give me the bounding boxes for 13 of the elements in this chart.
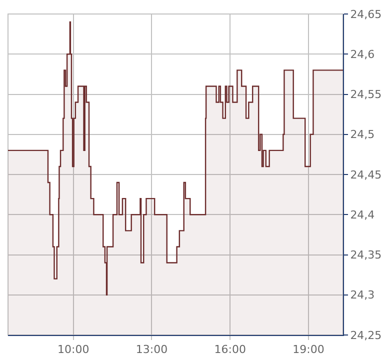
y-tick-label: 24,35 [350,248,382,262]
y-tick-label: 24,45 [350,168,382,182]
x-tick-label: 19:00 [292,343,324,356]
y-tick-label: 24,55 [350,88,382,102]
y-tick-label: 24,25 [350,328,382,342]
y-tick-label: 24,3 [350,288,375,302]
y-tick-label: 24,4 [350,208,375,222]
x-tick-label: 10:00 [57,343,90,356]
y-tick-label: 24,6 [350,48,375,61]
y-tick-label: 24,5 [350,128,375,142]
x-tick-label: 13:00 [136,343,168,356]
x-tick-label: 16:00 [214,343,246,356]
y-tick-label: 24,65 [350,8,382,21]
